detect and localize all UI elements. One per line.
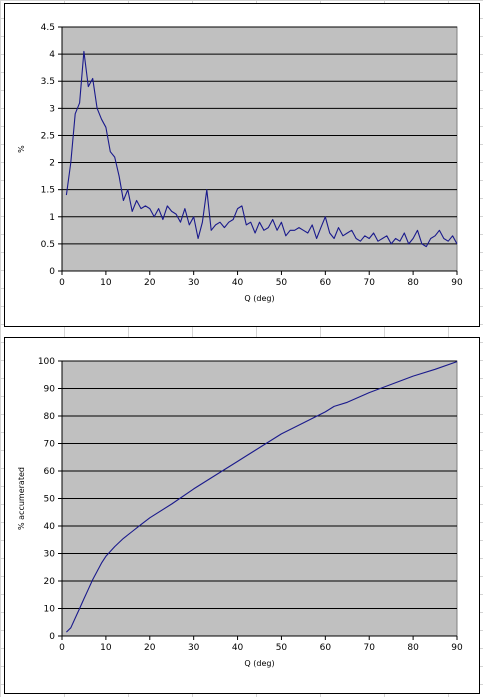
chart-1-y-tick-label: 100 [38, 357, 55, 367]
chart-0-series-line [65, 50, 458, 248]
chart-0-y-tick-label: 4 [49, 50, 55, 60]
chart-1-svg: 0 0.5 1 1.5 2 2.5 3 3.5 4 4.5 0 10 20 30 40 50 60 70 80 90 Q… [17, 23, 463, 303]
chart-1-x-tick-label: 50 [276, 643, 288, 653]
chart-0-y-tick-label: 0.5 [41, 240, 55, 250]
chart-0-x-axis-title: Q (deg) [244, 294, 274, 303]
chart-1-y-tick-label: 10 [44, 605, 56, 615]
chart-1-y-tick-label: 30 [44, 550, 56, 560]
chart-1-x-tick-label: 80 [407, 643, 419, 653]
chart-0-y-tick-label: 2.5 [41, 131, 55, 141]
chart-0-x-tick-label: 80 [407, 278, 419, 288]
chart-1-y-tick-label: 20 [44, 577, 56, 587]
chart-0-x-tick-label: 70 [363, 278, 375, 288]
chart-0-x-tick-label: 30 [188, 278, 200, 288]
chart-1-x-tick-label: 90 [451, 643, 463, 653]
chart-1-y-tick-label: 40 [44, 522, 56, 532]
chart-2-svg: 0 10 20 30 40 50 60 70 80 90 100 0 10 20 30 40 50 60 70 80 9… [17, 357, 463, 668]
chart-1-x-tick-label: 0 [59, 643, 65, 653]
chart-0-y-tick-label: 4.5 [41, 23, 55, 33]
chart-1-x-tick-label: 60 [320, 643, 332, 653]
chart-0-y-tick-label: 1.5 [41, 186, 55, 196]
chart-1-x-tick-label: 40 [232, 643, 244, 653]
chart-0-x-tick-label: 10 [100, 278, 112, 288]
chart-panel-1: 0 0.5 1 1.5 2 2.5 3 3.5 4 4.5 0 10 20 30 40 50 60 70 80 90 Q… [4, 3, 480, 327]
chart-panel-2: 0 10 20 30 40 50 60 70 80 90 100 0 10 20 30 40 50 60 70 80 9… [4, 337, 480, 694]
chart-0-y-axis-title: % [17, 145, 26, 153]
chart-0-plot-area [61, 26, 458, 272]
chart-1-y-tick-label: 50 [44, 495, 56, 505]
chart-0-y-tick-label: 3 [49, 104, 55, 114]
chart-1-x-tick-label: 10 [100, 643, 112, 653]
chart-0-y-tick-label: 0 [49, 267, 55, 277]
chart-0-y-tick-label: 1 [49, 213, 55, 223]
chart-1-x-tick-label: 30 [188, 643, 200, 653]
chart-1-x-tick-label: 70 [363, 643, 375, 653]
chart-1-y-tick-label: 90 [44, 385, 56, 395]
chart-1-x-tick-label: 20 [144, 643, 156, 653]
chart-1-series-line [66, 361, 458, 633]
chart-1-y-tick-label: 0 [49, 632, 55, 642]
chart-0-x-tick-label: 40 [232, 278, 244, 288]
chart-1-y-tick-label: 70 [44, 440, 56, 450]
chart-0-x-tick-label: 0 [59, 278, 65, 288]
chart-0-x-tick-label: 90 [451, 278, 463, 288]
chart-1-y-tick-label: 60 [44, 467, 56, 477]
chart-1-y-tick-label: 80 [44, 412, 56, 422]
chart-1-y-axis-title: % accumerated [17, 467, 26, 530]
chart-1-x-axis-title: Q (deg) [244, 659, 274, 668]
chart-0-x-tick-label: 20 [144, 278, 156, 288]
chart-0-x-tick-label: 50 [276, 278, 288, 288]
chart-0-y-tick-label: 2 [49, 159, 55, 169]
chart-0-x-tick-label: 60 [320, 278, 332, 288]
chart-0-y-tick-label: 3.5 [41, 77, 55, 87]
